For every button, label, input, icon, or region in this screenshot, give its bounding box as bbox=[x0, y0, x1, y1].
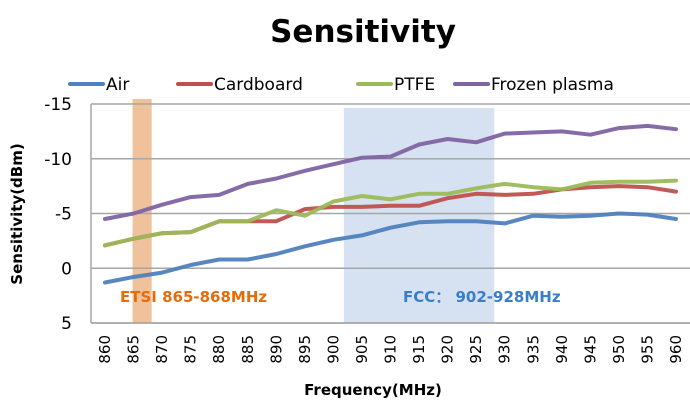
legend-item-air: Air bbox=[68, 75, 129, 95]
series-line-frozen-plasma bbox=[103, 123, 678, 221]
x-axis-label: Frequency(MHz) bbox=[304, 381, 442, 399]
y-tick-label: 5 bbox=[61, 314, 72, 334]
legend-item-ptfe: PTFE bbox=[356, 75, 435, 95]
x-tick-label: 935 bbox=[524, 335, 542, 364]
x-tick-label: 960 bbox=[667, 335, 685, 364]
y-tick-labels: -15 -10 -5 0 5 bbox=[44, 95, 72, 334]
legend: Air Cardboard PTFE Frozen plasma bbox=[68, 75, 614, 95]
chart-title: Sensitivity bbox=[270, 14, 456, 50]
series-lines bbox=[103, 123, 678, 285]
x-tick-label: 905 bbox=[353, 335, 371, 364]
legend-item-cardboard: Cardboard bbox=[176, 75, 303, 95]
legend-label: Cardboard bbox=[214, 75, 303, 95]
x-tick-label: 925 bbox=[467, 335, 485, 364]
x-tick-label: 940 bbox=[553, 335, 571, 364]
legend-label: PTFE bbox=[394, 75, 435, 95]
x-tick-label: 900 bbox=[324, 335, 342, 364]
y-tick-label: -10 bbox=[44, 150, 72, 170]
x-tick-label: 930 bbox=[496, 335, 514, 364]
x-tick-label: 955 bbox=[638, 335, 656, 364]
series-line-air bbox=[103, 211, 678, 285]
x-tick-label: 945 bbox=[581, 335, 599, 364]
band-label-etsi: ETSI 865-868MHz bbox=[120, 288, 267, 306]
legend-label: Air bbox=[106, 75, 129, 95]
x-tick-label: 950 bbox=[610, 335, 628, 364]
x-tick-label: 920 bbox=[439, 335, 457, 364]
legend-item-frozen-plasma: Frozen plasma bbox=[453, 75, 614, 95]
x-tick-label: 880 bbox=[210, 335, 228, 364]
band-label-fcc: FCC： 902-928MHz bbox=[403, 288, 561, 306]
x-tick-label: 865 bbox=[125, 335, 143, 364]
x-tick-label: 870 bbox=[153, 335, 171, 364]
x-tick-label: 915 bbox=[410, 335, 428, 364]
x-tick-label: 885 bbox=[239, 335, 257, 364]
series-line-ptfe bbox=[103, 178, 678, 248]
x-tick-label: 895 bbox=[296, 335, 314, 364]
x-tick-label: 860 bbox=[96, 335, 114, 364]
axes bbox=[90, 104, 690, 324]
legend-label: Frozen plasma bbox=[491, 75, 614, 95]
y-axis-label: Sensitivity(dBm) bbox=[8, 143, 26, 284]
y-tick-label: 0 bbox=[61, 259, 72, 279]
x-tick-label: 890 bbox=[267, 335, 285, 364]
band-labels: ETSI 865-868MHz FCC： 902-928MHz bbox=[120, 288, 561, 306]
x-tick-label: 875 bbox=[182, 335, 200, 364]
x-tick-labels: 860 865 870 875 880 885 890 895 900 905 910 915 920 9… bbox=[96, 335, 685, 364]
y-tick-label: -15 bbox=[44, 95, 72, 115]
y-tick-label: -5 bbox=[55, 205, 72, 225]
x-tick-label: 910 bbox=[382, 335, 400, 364]
